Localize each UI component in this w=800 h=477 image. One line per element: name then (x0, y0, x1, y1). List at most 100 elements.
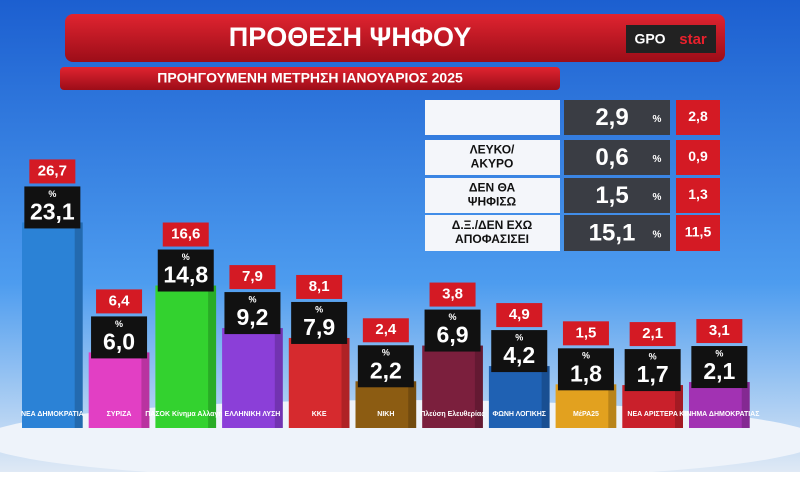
logo-box (626, 25, 716, 53)
table-label: ΛΕΥΚΟ/ΑΚΥΡΟ (470, 143, 515, 171)
value-box (691, 346, 748, 389)
previous-box (296, 274, 343, 299)
table-value-cell (564, 215, 670, 251)
bar-side (741, 382, 750, 428)
previous-box (162, 222, 209, 247)
bar (488, 366, 550, 428)
table-unit: % (653, 230, 662, 241)
previous-box (96, 289, 143, 314)
table-unit: % (653, 192, 662, 203)
value-label: 9,2 (236, 304, 268, 330)
value-box (424, 309, 481, 352)
table-previous-cell (676, 140, 720, 175)
bar-side (274, 328, 283, 428)
value-label: 1,7 (637, 361, 669, 387)
bar-side (541, 366, 550, 428)
bar (88, 352, 150, 428)
party-label: ΚΚΕ (312, 411, 327, 418)
unit-label: % (649, 351, 657, 361)
previous-box (29, 159, 76, 184)
bar (689, 382, 750, 428)
value-label: 2,1 (703, 358, 735, 384)
party-label: ΦΩΝΗ ΛΟΓΙΚΗΣ (492, 411, 546, 418)
table-value: 0,6 (595, 144, 628, 171)
previous-label: 16,6 (171, 225, 200, 242)
party-label: ΝΙΚΗ (377, 411, 394, 418)
bar (422, 345, 483, 428)
value-box (91, 316, 148, 359)
table-value-cell (564, 178, 670, 213)
previous-box (496, 303, 543, 328)
value-box (357, 345, 414, 388)
value-label: 6,0 (103, 328, 135, 354)
bar (222, 328, 283, 428)
value-label: 14,8 (163, 262, 208, 288)
table-value: 2,9 (595, 104, 628, 131)
table-previous: 2,8 (688, 108, 708, 124)
unit-label: % (248, 294, 256, 304)
table-label-cell (425, 178, 560, 213)
table-previous: 0,9 (688, 148, 708, 164)
table-value: 15,1 (589, 219, 636, 246)
unit-label: % (382, 348, 390, 358)
table-label: ΔΕΝ ΘΑ ΨΗΦΙΣΩ (468, 181, 517, 209)
table-previous-cell (676, 178, 720, 213)
table-value-cell (564, 140, 670, 175)
value-box (157, 249, 214, 292)
unit-label: % (48, 189, 56, 199)
previous-box (229, 265, 276, 290)
table-label-cell (425, 215, 560, 251)
bar (22, 222, 83, 428)
party-label: ΠΑΣΟΚ Κίνημα Αλλαγής (145, 410, 226, 418)
value-box (624, 349, 681, 392)
value-label: 1,8 (570, 360, 602, 386)
previous-box (629, 322, 676, 347)
previous-box (696, 319, 743, 344)
bar-side (74, 222, 83, 428)
previous-label: 1,5 (576, 324, 597, 341)
unit-label: % (715, 348, 723, 358)
party-label: ΕΛΛΗΝΙΚΗ ΛΥΣΗ (225, 411, 281, 418)
previous-label: 2,1 (642, 325, 663, 342)
value-box (24, 186, 81, 229)
table-label-cell (425, 140, 560, 175)
party-label: ΝΕΑ ΑΡΙΣΤΕΡΑ (627, 411, 677, 418)
unit-label: % (582, 351, 590, 361)
value-label: 4,2 (503, 342, 535, 368)
bar-side (408, 381, 417, 428)
table-previous: 1,3 (688, 186, 708, 202)
table-previous: 11,5 (685, 224, 712, 240)
bar (555, 384, 617, 428)
bar (355, 381, 417, 428)
bar-side (141, 352, 150, 428)
party-label: ΚΙΝΗΜΑ ΔΗΜΟΚΡΑΤΙΑΣ (679, 411, 759, 418)
bar-side (675, 385, 683, 428)
previous-label: 8,1 (309, 278, 330, 295)
value-box (557, 348, 614, 391)
previous-label: 3,8 (442, 286, 463, 303)
previous-label: 3,1 (709, 322, 730, 339)
value-label: 6,9 (437, 322, 469, 348)
bar (622, 385, 683, 428)
previous-box (429, 282, 476, 307)
unit-label: % (182, 252, 190, 262)
table-previous-cell (676, 100, 720, 135)
previous-box (562, 321, 609, 346)
party-label: ΣΥΡΙΖΑ (107, 411, 132, 418)
table-value-cell (564, 100, 670, 135)
logo-star: star (679, 31, 707, 48)
previous-label: 7,9 (242, 268, 263, 285)
bar-side (341, 337, 350, 428)
value-box (291, 301, 348, 344)
title-banner (65, 14, 725, 62)
party-label: ΜέΡΑ25 (573, 411, 599, 418)
value-box (224, 292, 281, 335)
bar (155, 285, 217, 428)
chart-title: ΠΡΟΘΕΣΗ ΨΗΦΟΥ (229, 22, 472, 52)
unit-label: % (449, 312, 457, 322)
table-previous-cell (676, 215, 720, 251)
logo-gpo: GPO (634, 31, 665, 47)
table-unit: % (653, 114, 662, 125)
value-label: 2,2 (370, 357, 402, 383)
